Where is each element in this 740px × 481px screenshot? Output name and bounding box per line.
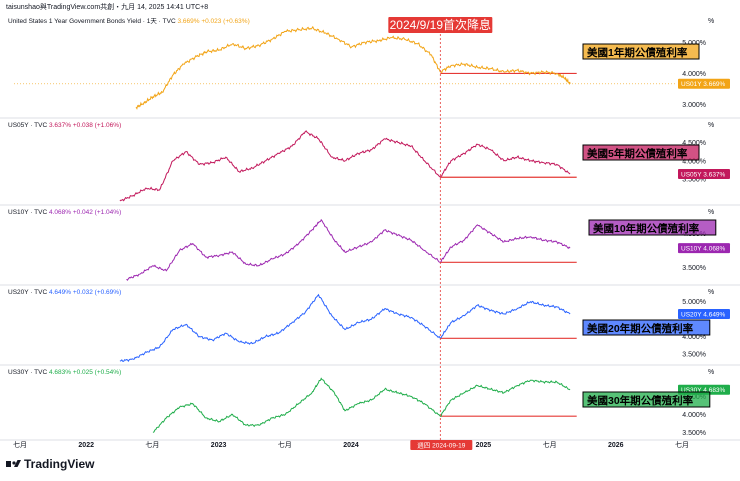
x-tick-label: 2022 — [78, 442, 94, 449]
series-line-us10y[interactable] — [126, 218, 571, 281]
series-label-box — [588, 219, 717, 236]
last-value: 4.068% — [49, 209, 73, 216]
last-value-tag-text: US20Y 4.649% — [681, 311, 726, 318]
series-label-us20y: 美國20年期公債殖利率 — [582, 319, 711, 336]
last-value-tag — [678, 78, 730, 89]
pane-title: US20Y · TVC 4.649% +0.032 (+0.69%) — [8, 289, 121, 296]
change-value: +0.023 (+0.63%) — [201, 18, 249, 25]
x-tick-label: 2023 — [211, 442, 227, 449]
symbol-name: United States 1 Year Government Bonds Yi… — [8, 17, 177, 25]
x-axis: 七月 2022 七月 2023 七月 2024 2025 七月 2026 七月 — [0, 439, 740, 449]
x-tick-label: 七月 — [145, 440, 159, 449]
pane-us10y: US10Y · TVC 4.068% +0.042 (+1.04%)%4.500… — [0, 204, 740, 281]
change-value: +0.038 (+1.06%) — [73, 122, 121, 129]
percent-unit: % — [708, 122, 714, 129]
crosshair-date-text: 週四 2024-09-19 — [417, 441, 465, 450]
series-label-text: 美國20年期公債殖利率 — [587, 322, 694, 335]
annotation-text: 2024/9/19首次降息 — [390, 17, 491, 32]
y-tick-label: 3.500% — [682, 177, 706, 184]
percent-unit: % — [708, 18, 714, 25]
x-tick-label: 2025 — [476, 442, 492, 449]
header-text: taisunshao與TradingView.com共創・九月 14, 2025… — [6, 2, 208, 11]
y-tick-label: 4.000% — [682, 412, 706, 419]
x-tick-label: 七月 — [543, 440, 557, 449]
percent-unit: % — [708, 209, 714, 216]
last-value: 4.683% — [49, 369, 73, 376]
symbol-name: US30Y · TVC — [8, 369, 49, 376]
series-label-box — [582, 144, 700, 161]
last-value-tag-text: US01Y 3.669% — [681, 81, 726, 88]
symbol-name: US05Y · TVC — [8, 122, 49, 129]
percent-unit: % — [708, 369, 714, 376]
y-tick-label: 3.500% — [682, 352, 706, 359]
x-tick-label: 七月 — [13, 440, 27, 449]
change-value: +0.025 (+0.54%) — [73, 369, 121, 376]
change-value: +0.042 (+1.04%) — [73, 209, 121, 216]
y-tick-label: 4.000% — [682, 71, 706, 78]
y-tick-label: 5.000% — [682, 40, 706, 47]
crosshair-date-box — [410, 440, 473, 450]
series-line-us01y[interactable] — [135, 25, 571, 110]
percent-unit: % — [708, 289, 714, 296]
y-tick-label: 4.500% — [682, 140, 706, 147]
x-tick-label: 七月 — [278, 440, 292, 449]
last-value: 3.669% — [177, 18, 201, 25]
panes: United States 1 Year Government Bonds Yi… — [0, 17, 740, 437]
series-label-text: 美國10年期公債殖利率 — [593, 222, 700, 235]
y-tick-label: 3.500% — [682, 430, 706, 437]
logo-text: TradingView — [24, 457, 95, 471]
series-label-us10y: 美國10年期公債殖利率 — [588, 219, 717, 236]
last-value: 4.649% — [49, 289, 73, 296]
last-value-tag-text: US10Y 4.068% — [681, 245, 726, 252]
pane-title: United States 1 Year Government Bonds Yi… — [8, 17, 250, 25]
last-value-tag — [678, 308, 730, 319]
pane-us20y: US20Y · TVC 4.649% +0.032 (+0.69%) %5.000… — [0, 284, 740, 362]
last-value-tag-text: US05Y 3.637% — [681, 171, 726, 178]
series-label-text: 美國30年期公債殖利率 — [587, 394, 694, 407]
series-line-us05y[interactable] — [119, 130, 571, 202]
last-value-tag-text: US30Y 4.683% — [681, 387, 726, 394]
series-label-text: 美國1年期公債殖利率 — [587, 46, 688, 59]
last-value-tag — [678, 243, 730, 254]
last-value-tag — [678, 169, 730, 180]
pane-title: US05Y · TVC 3.637% +0.038 (+1.06%) — [8, 122, 121, 129]
series-line-us20y[interactable] — [119, 293, 571, 362]
pane-us05y: US05Y · TVC 3.637% +0.038 (+1.06%) % 4.500… — [0, 117, 740, 202]
x-tick-label: 2026 — [608, 442, 624, 449]
series-label-us01y: 美國1年期公債殖利率 — [582, 43, 700, 60]
series-line-us30y[interactable] — [152, 377, 571, 433]
symbol-name: US10Y · TVC — [8, 209, 49, 216]
y-tick-label: 5.000% — [682, 299, 706, 306]
tradingview-logo[interactable]: TradingView — [6, 457, 95, 471]
pane-us01y: United States 1 Year Government Bonds Yi… — [8, 17, 730, 110]
series-label-us05y: 美國5年期公債殖利率 — [582, 144, 700, 161]
series-label-text: 美國5年期公債殖利率 — [587, 147, 688, 160]
x-tick-label: 2024 — [343, 442, 359, 449]
pane-us30y: US30Y · TVC 4.683% +0.025 (+0.54%)%4.500… — [0, 364, 740, 437]
y-tick-label: 3.000% — [682, 102, 706, 109]
y-tick-label: 4.000% — [682, 334, 706, 341]
x-tick-label: 七月 — [675, 440, 689, 449]
annotation-box — [388, 17, 493, 33]
series-label-box — [582, 43, 700, 60]
series-label-us30y: 美國30年期公債殖利率 — [582, 391, 711, 408]
last-value: 3.637% — [49, 122, 73, 129]
symbol-name: US20Y · TVC — [8, 289, 49, 296]
series-label-box — [582, 319, 711, 336]
series-label-box — [582, 391, 711, 408]
tradingview-icon — [6, 460, 21, 467]
y-tick-label: 4.000% — [682, 158, 706, 165]
change-value: +0.032 (+0.69%) — [73, 289, 121, 296]
pane-title: US10Y · TVC 4.068% +0.042 (+1.04%) — [8, 209, 121, 216]
y-tick-label: 3.500% — [682, 265, 706, 272]
pane-title: US30Y · TVC 4.683% +0.025 (+0.54%) — [8, 369, 121, 376]
